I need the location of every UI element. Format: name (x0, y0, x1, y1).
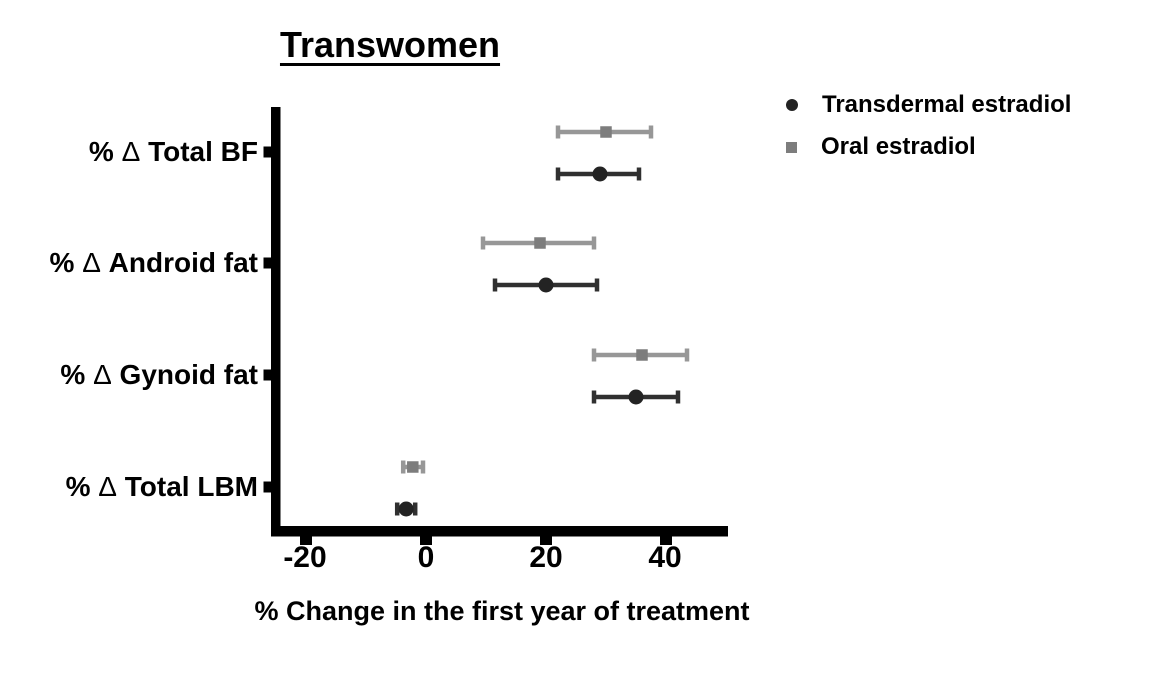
data-point-marker (538, 277, 554, 293)
y-category-label-gynoid-fat: % Δ Gynoid fat (60, 359, 258, 390)
chart-title: Transwomen (279, 24, 501, 65)
x-axis-tick (540, 536, 552, 545)
legend-item-oral: Oral estradiol (786, 126, 1071, 168)
y-category-label-total-lbm: % Δ Total LBM (65, 471, 258, 502)
y-category-label-android-fat: % Δ Android fat (49, 247, 258, 278)
y-category-label-total-bf: % Δ Total BF (88, 136, 258, 167)
data-point-marker (628, 389, 644, 405)
legend-label-transdermal: Transdermal estradiol (822, 91, 1072, 118)
x-axis-tick (420, 536, 432, 545)
y-axis-tick (263, 369, 272, 381)
legend: Transdermal estradiol Oral estradiol (786, 84, 1071, 168)
x-axis-title: % Change in the first year of treatment (254, 596, 750, 626)
y-axis-tick (263, 146, 272, 158)
circle-marker-icon (786, 99, 798, 111)
x-tick-label-neg20: -20 (283, 541, 327, 574)
y-axis-tick (263, 257, 272, 269)
data-point-marker (636, 349, 648, 361)
y-axis-tick (263, 481, 272, 493)
x-axis-tick (300, 536, 312, 545)
data-point-marker (398, 501, 414, 517)
x-axis-tick (660, 536, 672, 545)
data-point-marker (407, 461, 419, 473)
data-point-marker (592, 166, 608, 182)
y-axis-line (271, 107, 281, 537)
square-marker-icon (786, 141, 797, 153)
x-tick-label-20: 20 (529, 541, 563, 574)
data-point-marker (534, 237, 546, 249)
legend-label-oral: Oral estradiol (821, 133, 976, 160)
x-tick-label-0: 0 (417, 541, 435, 574)
data-point-marker (600, 126, 612, 138)
x-tick-label-40: 40 (648, 541, 682, 574)
x-axis-line (271, 526, 728, 537)
legend-item-transdermal: Transdermal estradiol (786, 84, 1071, 126)
